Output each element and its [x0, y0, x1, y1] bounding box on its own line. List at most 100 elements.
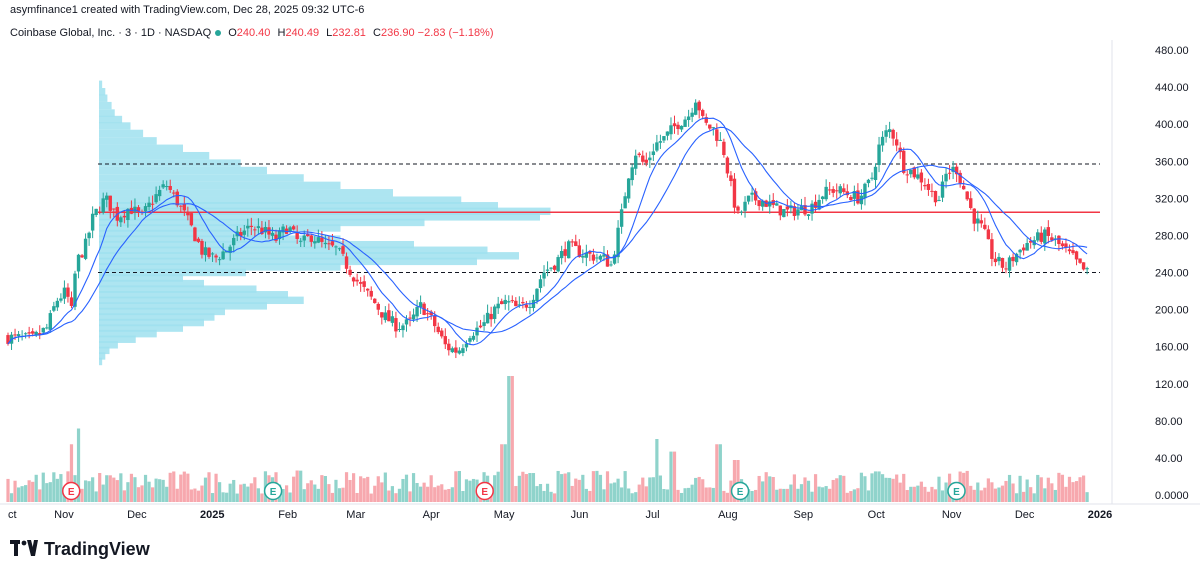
volume-bar [1071, 482, 1075, 502]
candle-body [969, 198, 973, 209]
volume-bar [447, 488, 451, 502]
volume-bar [186, 473, 190, 502]
price-tick-label: 200.00 [1155, 305, 1189, 317]
candle-body [704, 117, 708, 123]
volume-bar [129, 473, 134, 502]
volume-bar [567, 472, 571, 502]
volume-bar [464, 479, 469, 502]
candle-body [133, 206, 137, 212]
volume-bar [761, 481, 765, 502]
candle-body [616, 227, 620, 258]
volume-bar [584, 488, 588, 502]
candle-body [59, 298, 63, 301]
candle-body [750, 192, 754, 195]
volume-bar [595, 470, 599, 502]
volume-bar [873, 471, 878, 502]
volume-bar [1036, 474, 1040, 502]
volume-profile-bar [99, 129, 144, 138]
candle-body [355, 279, 359, 282]
candle-body [598, 255, 603, 260]
candle-body [736, 206, 740, 211]
volume-bar [1081, 475, 1086, 502]
volume-bar [591, 471, 595, 502]
candle-body [683, 119, 687, 127]
candle-body [866, 179, 871, 184]
volume-profile-bar [99, 291, 288, 299]
volume-bar [454, 471, 458, 502]
volume-profile-bar [99, 302, 267, 310]
volume-bar [225, 492, 229, 502]
earnings-marker-icon[interactable]: E [263, 481, 283, 501]
attribution-header: asymfinance1 created with TradingView.co… [10, 4, 365, 16]
tradingview-brand: TradingView [10, 539, 150, 561]
candle-body [485, 312, 490, 324]
volume-bar [895, 474, 899, 502]
volume-bar [1022, 491, 1026, 502]
volume-bar [461, 490, 465, 502]
volume-bar [179, 474, 183, 502]
candle-body [1011, 256, 1015, 262]
candle-body [609, 264, 613, 266]
volume-bar [394, 493, 398, 502]
candle-body [877, 144, 881, 166]
candle-body [926, 183, 931, 190]
candle-body [1071, 250, 1075, 254]
earnings-marker-icon[interactable]: E [730, 481, 750, 501]
volume-profile-bar [99, 235, 341, 243]
candle-body [842, 188, 846, 192]
candle-body [387, 310, 391, 322]
volume-bar [80, 488, 84, 502]
candle-body [23, 333, 28, 335]
volume-bar [1007, 474, 1012, 502]
volume-bar [620, 487, 624, 502]
volume-bar [902, 473, 906, 502]
volume-bar [143, 474, 148, 502]
earnings-marker-icon[interactable]: E [947, 481, 966, 501]
price-tick-label: 120.00 [1155, 379, 1189, 391]
volume-bar [909, 486, 913, 502]
volume-bar [930, 486, 934, 502]
volume-bar [863, 476, 867, 502]
volume-bar [203, 477, 208, 502]
candle-body [997, 256, 1001, 262]
volume-bar [1046, 477, 1050, 502]
candle-body [376, 303, 380, 310]
volume-bar [524, 474, 528, 502]
candle-body [249, 225, 254, 227]
candle-body [126, 208, 130, 220]
candle-body [549, 267, 553, 269]
volume-bar [369, 493, 373, 502]
candle-body [221, 251, 225, 260]
candle-body [739, 211, 744, 213]
volume-bar [1025, 479, 1029, 502]
volume-bar [334, 479, 338, 502]
volume-profile-bar [99, 115, 123, 124]
volume-bar [105, 475, 109, 502]
candle-body [425, 313, 430, 315]
volume-bar [979, 490, 983, 502]
volume-bar [101, 484, 105, 502]
candle-body [993, 258, 998, 263]
candle-body [1028, 240, 1033, 243]
volume-bar [45, 483, 49, 502]
volume-bar [214, 473, 218, 502]
volume-bar [637, 484, 641, 502]
volume-bar [828, 488, 832, 502]
volume-bar [115, 480, 119, 502]
time-tick-label: Sep [793, 509, 813, 521]
volume-bar [746, 489, 751, 502]
earnings-marker-icon[interactable]: E [475, 481, 494, 501]
candle-body [976, 218, 980, 224]
volume-bar [817, 486, 821, 502]
volume-bar [574, 478, 578, 502]
earnings-marker-icon[interactable]: E [61, 481, 81, 501]
volume-bar [232, 479, 236, 502]
volume-bar [217, 482, 222, 502]
volume-bar [687, 487, 691, 502]
volume-bar [679, 492, 684, 502]
volume-bar [41, 472, 45, 502]
candle-body [510, 300, 514, 302]
volume-bar [803, 477, 807, 502]
time-tick-label: Nov [942, 509, 962, 521]
